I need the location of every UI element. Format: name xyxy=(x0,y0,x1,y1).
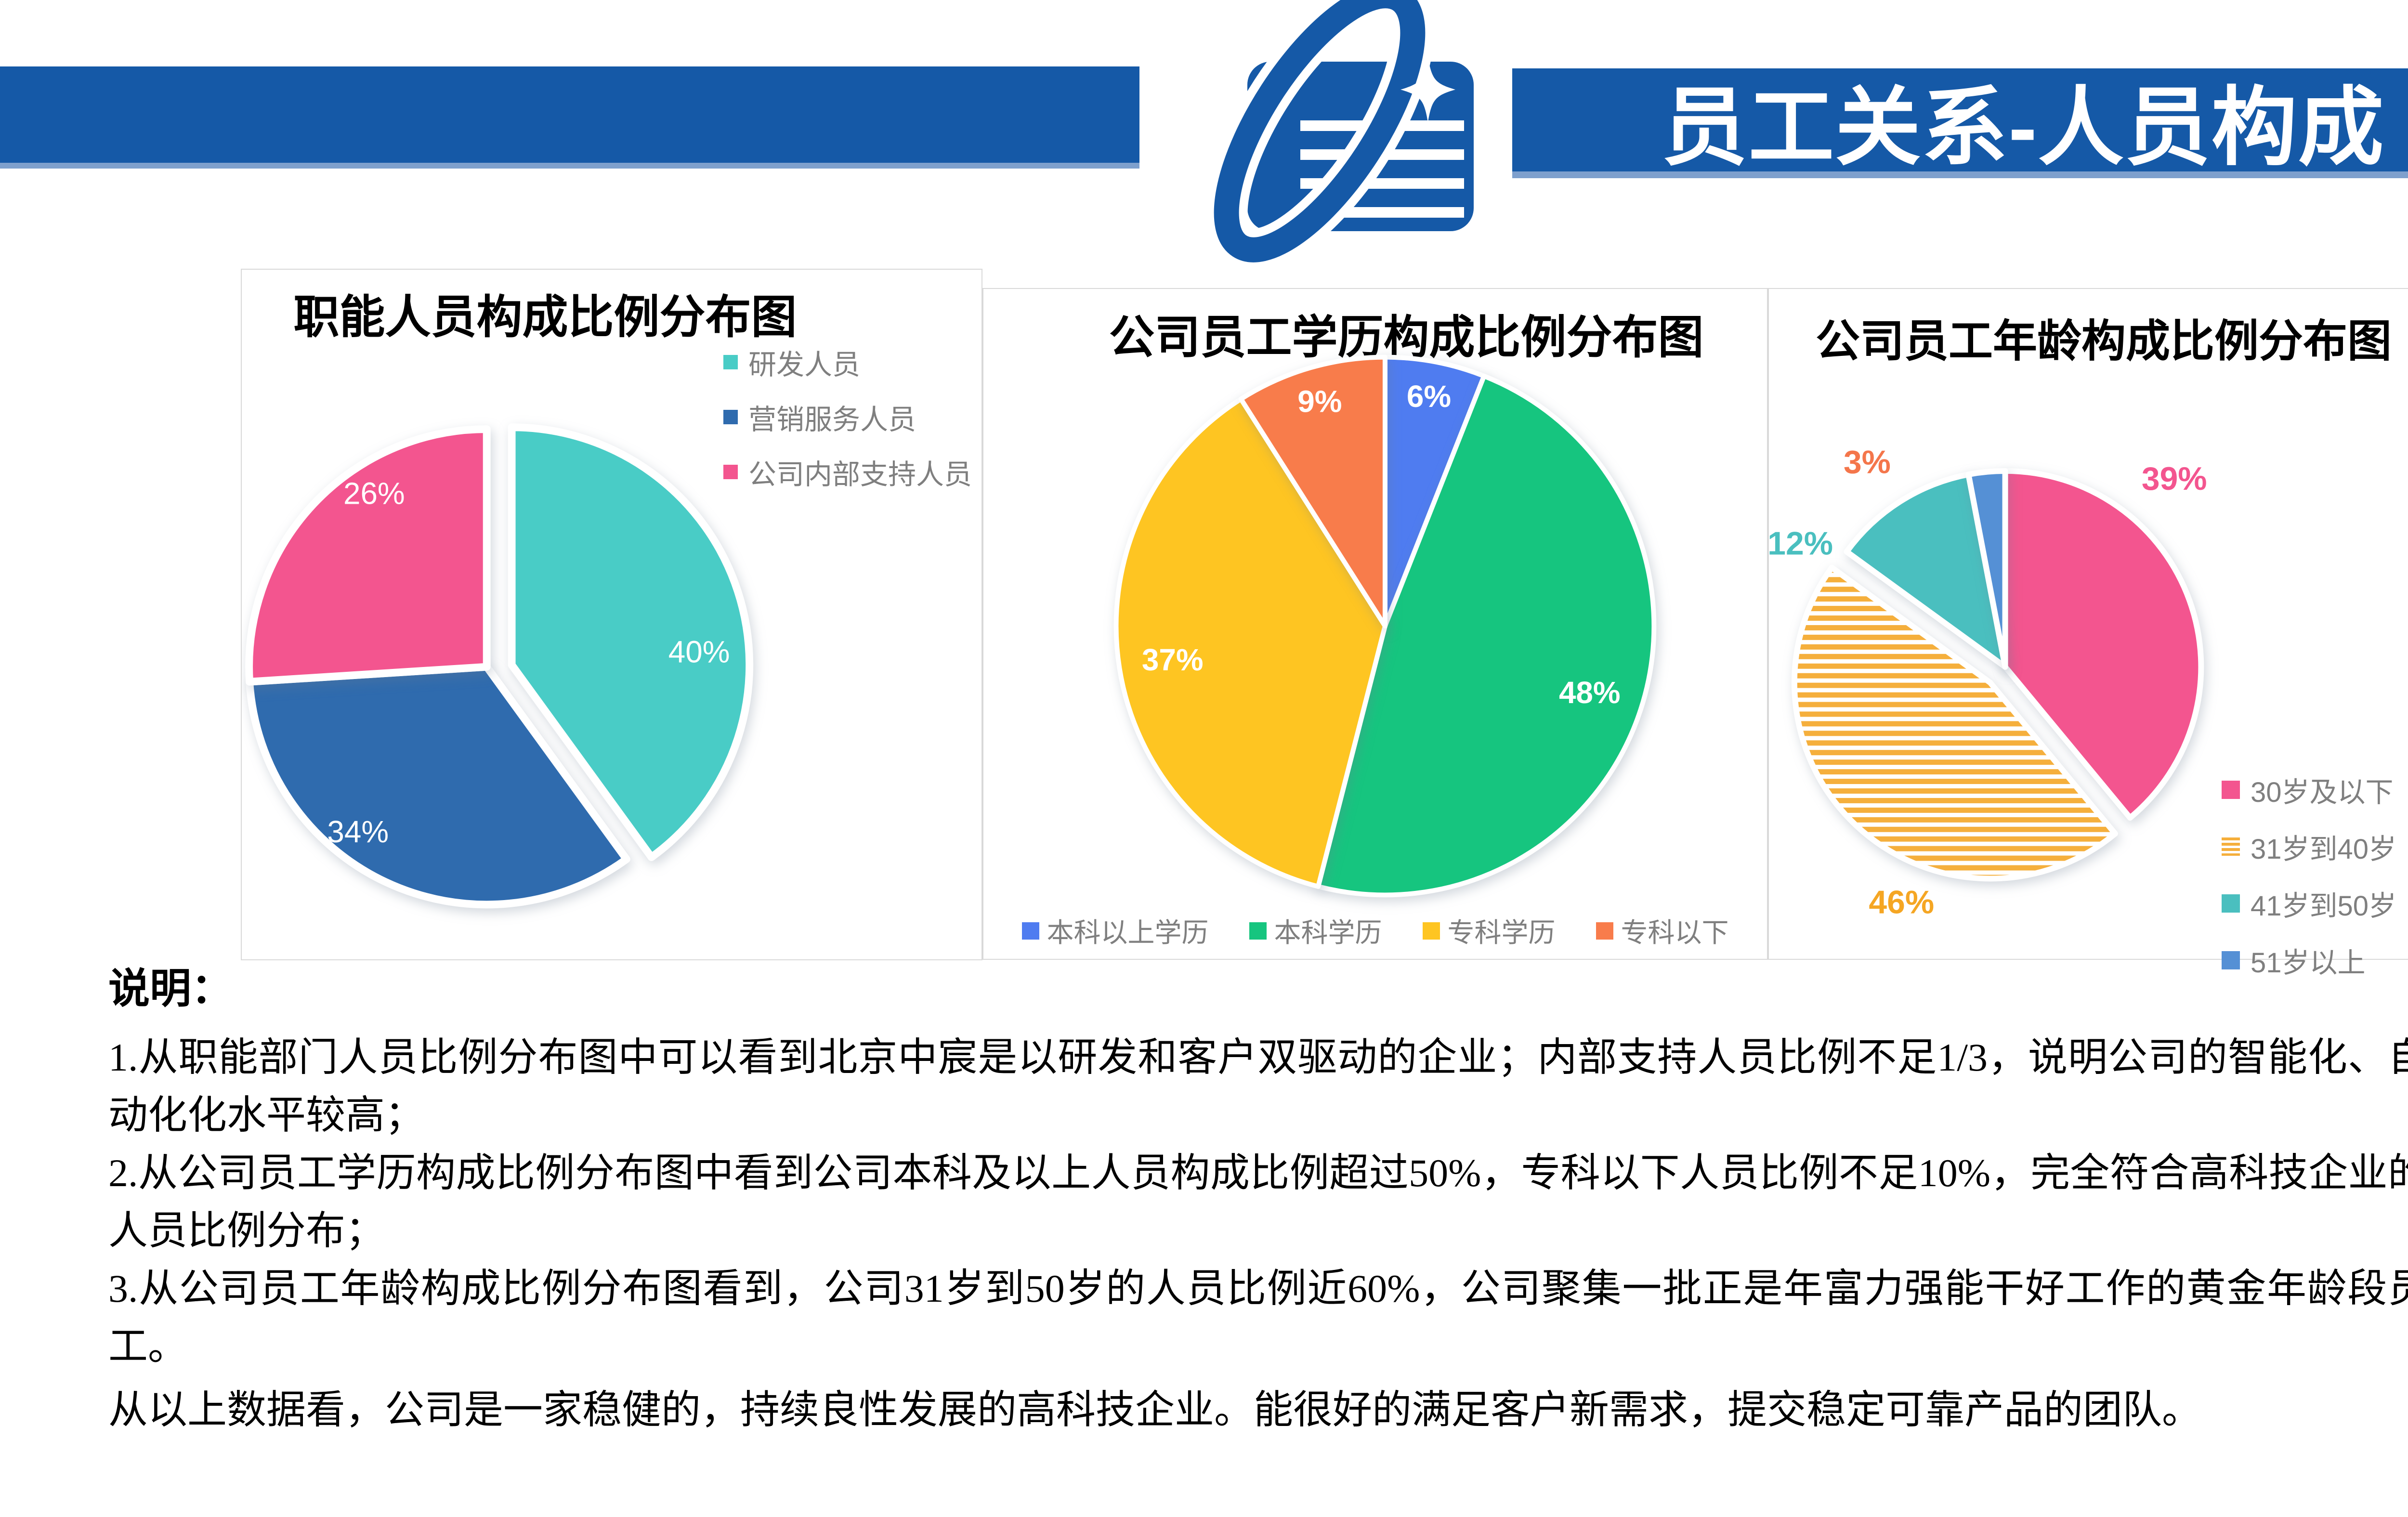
legend-item: 公司内部支持人员 xyxy=(723,452,972,492)
legend-label: 专科以下 xyxy=(1621,917,1729,948)
pie-label: 46% xyxy=(1869,885,1934,921)
legend-function: 研发人员营销服务人员公司内部支持人员 xyxy=(723,342,972,507)
pie-label: 37% xyxy=(1142,642,1204,677)
legend-item: 研发人员 xyxy=(723,342,972,382)
pie-label: 3% xyxy=(1844,444,1891,480)
legend-label: 30岁及以下 xyxy=(2251,777,2394,808)
legend-item: 专科以下 xyxy=(1596,911,1729,950)
pie-slice xyxy=(508,423,754,862)
legend-label: 41岁到50岁 xyxy=(2251,890,2397,922)
chart-panel-age: 公司员工年龄构成比例分布图 39% 46% 12% 3% 30岁及以下 31岁到40岁 4… xyxy=(1768,288,2408,979)
legend-education: 本科以上学历 本科学历 专科学历 专科以下 xyxy=(983,911,1767,950)
legend-item: 31岁到40岁 xyxy=(2222,826,2396,867)
legend-label: 专科学历 xyxy=(1447,917,1556,948)
legend-item: 专科学历 xyxy=(1422,911,1556,950)
header-bar-right: 员工关系-人员构成 xyxy=(1512,68,2408,178)
legend-item: 营销服务人员 xyxy=(723,397,972,437)
legend-label: 31岁到40岁 xyxy=(2251,834,2397,865)
note-paragraph: 2.从公司员工学历构成比例分布图中看到公司本科及以上人员构成比例超过50%，专科… xyxy=(108,1151,2408,1253)
pie-slice xyxy=(1965,468,2008,670)
legend-age: 30岁及以下 31岁到40岁 41岁到50岁 51岁以上 xyxy=(2222,770,2396,997)
legend-item: 本科学历 xyxy=(1249,911,1382,950)
pie-label: 26% xyxy=(343,476,405,511)
legend-item: 本科以上学历 xyxy=(1021,911,1209,950)
notes-heading: 说明： xyxy=(108,966,233,1012)
pie-label: 12% xyxy=(1769,526,1833,562)
pie-slice xyxy=(245,425,491,686)
chart-title: 职能人员构成比例分布图 xyxy=(293,292,797,343)
pie-slice xyxy=(246,663,630,909)
legend-marker xyxy=(2222,781,2240,799)
pie-label: 40% xyxy=(668,635,730,669)
legend-item: 41岁到50岁 xyxy=(2222,883,2396,924)
legend-marker xyxy=(2222,894,2240,913)
legend-label: 本科以上学历 xyxy=(1047,917,1209,948)
chart-title: 公司员工学历构成比例分布图 xyxy=(1109,312,1704,363)
pie-chart-age-mix: 39% 46% 12% 3% xyxy=(1769,444,2207,921)
pie-slice xyxy=(2002,468,2204,821)
legend-marker xyxy=(1422,922,1440,940)
legend-marker xyxy=(723,355,738,369)
pie-chart-function-mix: 40% 34% 26% xyxy=(245,423,754,909)
pie-chart-education-mix: 6% 48% 37% 9% xyxy=(1113,354,1657,898)
legend-label: 研发人员 xyxy=(748,349,861,380)
chart-panel-education: 公司员工学历构成比例分布图 6% 48% 37% 9% 本科以上学历 本科学历 专科学历 专… xyxy=(982,288,1768,960)
legend-marker xyxy=(723,465,738,479)
pie-slice xyxy=(1791,564,2118,882)
pie-label: 9% xyxy=(1297,384,1342,418)
legend-label: 公司内部支持人员 xyxy=(748,459,972,490)
legend-item: 51岁以上 xyxy=(2222,940,2396,981)
legend-marker xyxy=(723,410,738,424)
note-paragraph: 1.从职能部门人员比例分布图中可以看到北京中宸是以研发和客户双驱动的企业；内部支… xyxy=(108,1035,2408,1137)
legend-item: 30岁及以下 xyxy=(2222,770,2396,810)
pie-label: 6% xyxy=(1407,379,1451,414)
chart-title: 公司员工年龄构成比例分布图 xyxy=(1815,317,2392,366)
legend-marker xyxy=(1021,922,1039,940)
header-bar-left xyxy=(0,66,1139,169)
pie-slice xyxy=(1316,373,1657,898)
legend-label: 营销服务人员 xyxy=(748,404,916,435)
pie-slice xyxy=(1844,471,2008,670)
page-title: 员工关系-人员构成 xyxy=(1662,79,2385,175)
pie-label: 48% xyxy=(1559,675,1621,710)
note-paragraph: 3.从公司员工年龄构成比例分布图看到，公司31岁到50岁的人员比例近60%，公司… xyxy=(108,1267,2408,1368)
legend-marker xyxy=(1596,922,1613,940)
legend-label: 51岁以上 xyxy=(2251,947,2366,979)
legend-marker xyxy=(1249,922,1267,940)
legend-label: 本科学历 xyxy=(1274,917,1382,948)
chart-panel-function: 职能人员构成比例分布图 40% 34% 26% 研发人员营销服务人员公司内部支持人员 xyxy=(241,269,982,960)
pie-label: 39% xyxy=(2142,461,2207,497)
company-logo-icon xyxy=(1205,0,1474,262)
pie-label: 34% xyxy=(327,814,389,849)
note-paragraph: 从以上数据看，公司是一家稳健的，持续良性发展的高科技企业。能很好的满足客户新需求… xyxy=(108,1388,2202,1432)
notes-section: 说明： 1.从职能部门人员比例分布图中可以看到北京中宸是以研发和客户双驱动的企业… xyxy=(108,962,2408,1439)
legend-marker xyxy=(2222,837,2240,856)
pie-slice xyxy=(1238,354,1387,628)
sparkle-icon xyxy=(1400,57,1455,122)
legend-marker xyxy=(2222,951,2240,969)
